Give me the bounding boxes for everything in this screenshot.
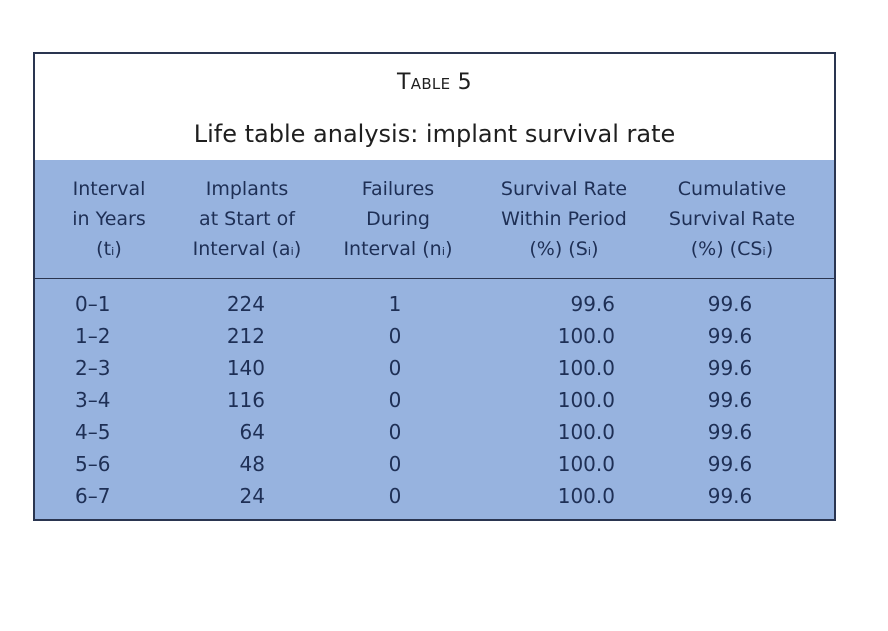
cell-cumulative-rate: 99.6 xyxy=(707,484,753,508)
table-label: Table 5 xyxy=(397,70,472,95)
header-interval: Interval in Years (tᵢ) xyxy=(59,174,159,264)
header-cumulative-rate: Cumulative Survival Rate (%) (CSᵢ) xyxy=(649,174,815,264)
cell-survival-rate: 100.0 xyxy=(557,484,615,508)
cell-implants: 64 xyxy=(239,420,265,444)
cell-interval: 4–5 xyxy=(75,420,111,444)
cell-failures: 0 xyxy=(388,452,402,476)
header-implants: Implants at Start of Interval (aᵢ) xyxy=(177,174,317,264)
cell-cumulative-rate: 99.6 xyxy=(707,292,753,316)
cell-implants: 48 xyxy=(239,452,265,476)
cell-interval: 3–4 xyxy=(75,388,111,412)
header-line: (%) (Sᵢ) xyxy=(529,238,599,260)
header-line: at Start of xyxy=(199,208,295,230)
table-header-row: Interval in Years (tᵢ) Implants at Start… xyxy=(35,160,834,279)
cell-survival-rate: 100.0 xyxy=(557,452,615,476)
header-line: in Years xyxy=(72,208,146,230)
table-body: Interval in Years (tᵢ) Implants at Start… xyxy=(35,160,834,519)
cell-failures: 1 xyxy=(388,292,402,316)
table-title: Life table analysis: implant survival ra… xyxy=(193,120,676,148)
cell-cumulative-rate: 99.6 xyxy=(707,420,753,444)
header-survival-rate: Survival Rate Within Period (%) (Sᵢ) xyxy=(481,174,647,264)
header-line: Survival Rate xyxy=(668,208,796,230)
table-row: 5–6 48 0 100.0 99.6 xyxy=(35,448,834,480)
header-line: Interval (aᵢ) xyxy=(192,238,302,260)
header-line: Within Period xyxy=(501,208,627,230)
cell-implants: 140 xyxy=(226,356,265,380)
header-line: Failures xyxy=(361,178,435,200)
cell-failures: 0 xyxy=(388,356,402,380)
cell-survival-rate: 100.0 xyxy=(557,420,615,444)
header-line: Interval (nᵢ) xyxy=(343,238,453,260)
cell-cumulative-rate: 99.6 xyxy=(707,452,753,476)
cell-survival-rate: 100.0 xyxy=(557,356,615,380)
header-line: During xyxy=(366,208,430,230)
header-line: Interval xyxy=(72,178,146,200)
header-line: (tᵢ) xyxy=(96,238,122,260)
cell-implants: 224 xyxy=(226,292,265,316)
cell-interval: 6–7 xyxy=(75,484,111,508)
table-row: 1–2 212 0 100.0 99.6 xyxy=(35,320,834,352)
table-rows: 0–1 224 1 99.6 99.6 1–2 212 0 100.0 99.6… xyxy=(35,288,834,512)
header-line: (%) (CSᵢ) xyxy=(690,238,774,260)
table-row: 6–7 24 0 100.0 99.6 xyxy=(35,480,834,512)
cell-failures: 0 xyxy=(388,388,402,412)
cell-cumulative-rate: 99.6 xyxy=(707,356,753,380)
cell-cumulative-rate: 99.6 xyxy=(707,388,753,412)
header-line: Implants xyxy=(205,178,289,200)
cell-failures: 0 xyxy=(388,324,402,348)
cell-interval: 1–2 xyxy=(75,324,111,348)
cell-interval: 2–3 xyxy=(75,356,111,380)
table-row: 3–4 116 0 100.0 99.6 xyxy=(35,384,834,416)
cell-implants: 212 xyxy=(226,324,265,348)
cell-interval: 0–1 xyxy=(75,292,111,316)
table-caption: Table 5 Life table analysis: implant sur… xyxy=(35,54,834,161)
cell-survival-rate: 99.6 xyxy=(570,292,615,316)
table-row: 4–5 64 0 100.0 99.6 xyxy=(35,416,834,448)
cell-failures: 0 xyxy=(388,484,402,508)
header-failures: Failures During Interval (nᵢ) xyxy=(331,174,465,264)
cell-failures: 0 xyxy=(388,420,402,444)
header-line: Survival Rate xyxy=(500,178,628,200)
header-line: Cumulative xyxy=(677,178,787,200)
cell-interval: 5–6 xyxy=(75,452,111,476)
cell-implants: 24 xyxy=(239,484,265,508)
table-row: 0–1 224 1 99.6 99.6 xyxy=(35,288,834,320)
cell-implants: 116 xyxy=(226,388,265,412)
cell-survival-rate: 100.0 xyxy=(557,324,615,348)
cell-cumulative-rate: 99.6 xyxy=(707,324,753,348)
cell-survival-rate: 100.0 xyxy=(557,388,615,412)
table-row: 2–3 140 0 100.0 99.6 xyxy=(35,352,834,384)
life-table: Table 5 Life table analysis: implant sur… xyxy=(33,52,836,521)
